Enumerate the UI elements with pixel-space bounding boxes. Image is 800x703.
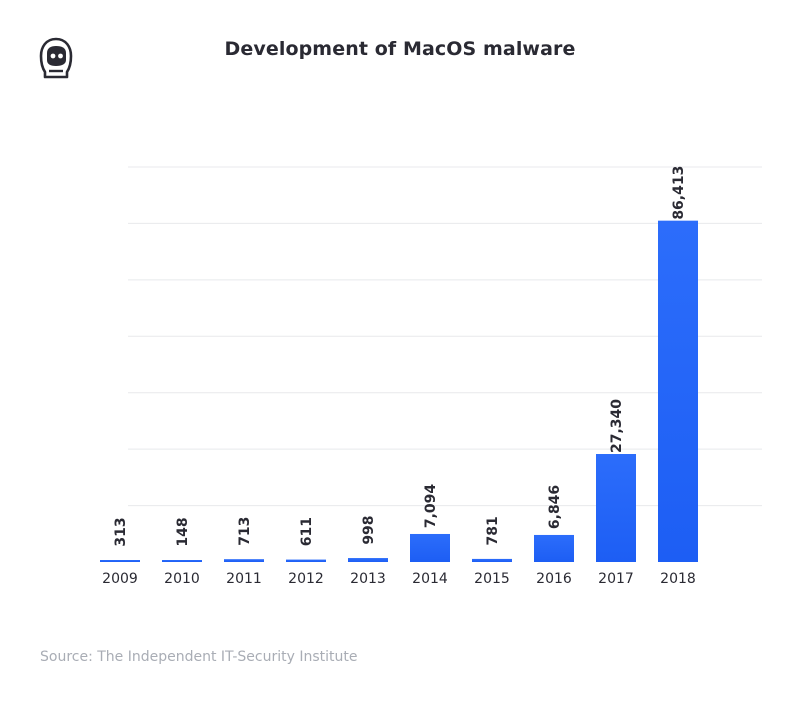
bars bbox=[100, 220, 698, 563]
data-label-2018: 86,413 bbox=[671, 166, 687, 220]
x-tick-2012: 2012 bbox=[288, 571, 324, 587]
data-label-2012: 611 bbox=[299, 517, 315, 546]
data-label-2010: 148 bbox=[175, 517, 191, 546]
x-tick-2014: 2014 bbox=[412, 571, 448, 587]
bar-chart: 313 148 713 611 998 7,094 781 6,846 27,340 86,413… bbox=[100, 166, 762, 587]
data-label-2017: 27,340 bbox=[609, 399, 625, 453]
x-tick-2013: 2013 bbox=[350, 571, 386, 587]
bar-2015 bbox=[472, 558, 512, 562]
data-label-2009: 313 bbox=[113, 517, 129, 546]
bar-2017 bbox=[596, 454, 636, 562]
bar-2016 bbox=[534, 534, 574, 562]
x-tick-2009: 2009 bbox=[102, 571, 138, 587]
data-label-2011: 713 bbox=[237, 517, 253, 546]
chart-title: Development of MacOS malware bbox=[224, 38, 576, 60]
x-axis-ticks: 2009 2010 2011 2012 2013 2014 2015 2016 2017 2018 bbox=[102, 571, 696, 587]
bar-2014 bbox=[410, 533, 450, 562]
x-tick-2011: 2011 bbox=[226, 571, 262, 587]
bar-2010 bbox=[162, 560, 202, 562]
bar-2013 bbox=[348, 558, 388, 562]
source-note: Source: The Independent IT-Security Inst… bbox=[40, 649, 358, 665]
bar-2012 bbox=[286, 559, 326, 562]
x-tick-2016: 2016 bbox=[536, 571, 572, 587]
x-tick-2015: 2015 bbox=[474, 571, 510, 587]
gridlines bbox=[128, 166, 762, 507]
data-label-2016: 6,846 bbox=[547, 485, 563, 529]
x-tick-2010: 2010 bbox=[164, 571, 200, 587]
bar-2011 bbox=[224, 559, 264, 562]
bar-2009 bbox=[100, 560, 140, 562]
data-label-2015: 781 bbox=[485, 516, 501, 545]
bar-2018 bbox=[658, 220, 698, 563]
data-label-2014: 7,094 bbox=[423, 484, 439, 529]
x-tick-2018: 2018 bbox=[660, 571, 696, 587]
data-labels: 313 148 713 611 998 7,094 781 6,846 27,340 86,413 bbox=[113, 166, 687, 547]
data-label-2013: 998 bbox=[361, 515, 377, 544]
x-tick-2017: 2017 bbox=[598, 571, 634, 587]
astronaut-helmet-icon bbox=[39, 37, 73, 79]
